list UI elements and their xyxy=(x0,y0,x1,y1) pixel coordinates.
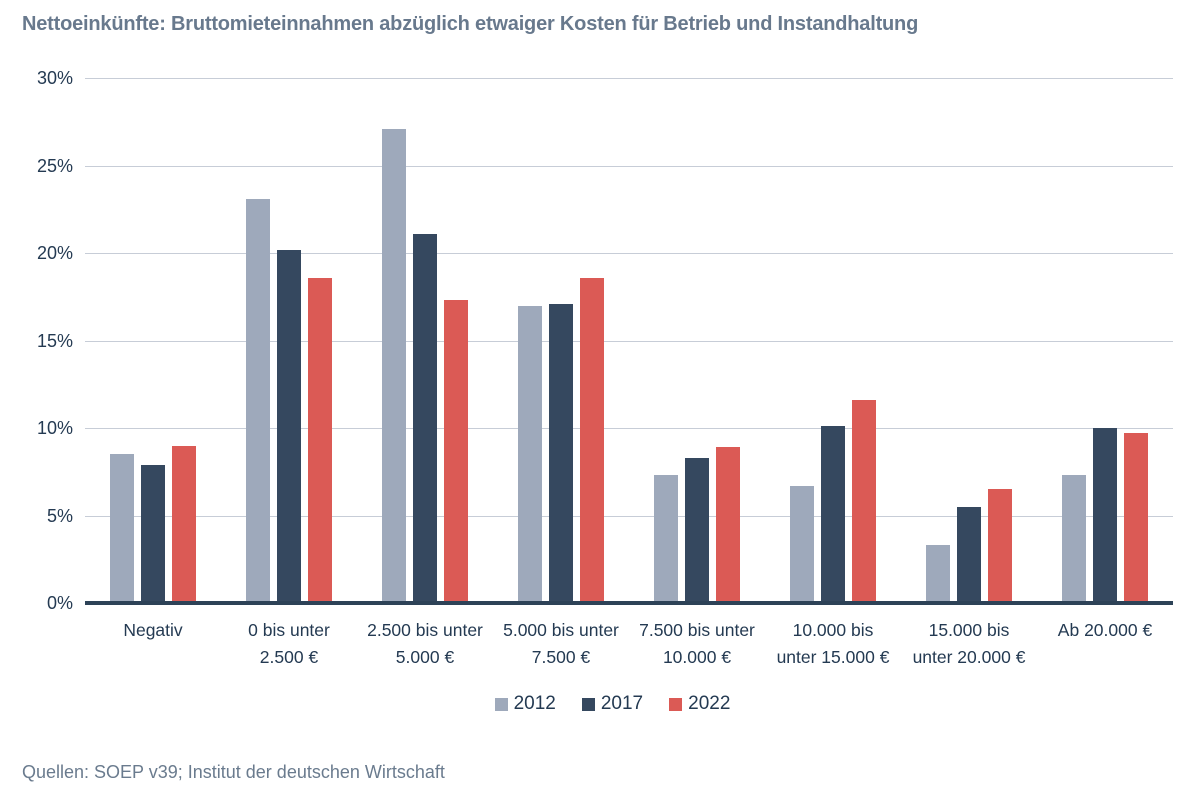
x-tick-label: 7.500 bis unter 10.000 € xyxy=(639,620,755,667)
bar-group xyxy=(901,78,1037,603)
y-tick-label: 25% xyxy=(36,155,73,176)
legend-item-2017: 2017 xyxy=(581,693,644,715)
x-tick-label: 2.500 bis unter 5.000 € xyxy=(367,620,483,667)
x-tick-label: 10.000 bis unter 15.000 € xyxy=(776,620,890,667)
bar-2017 xyxy=(549,303,573,603)
bar-group xyxy=(1037,78,1173,603)
bar-group xyxy=(765,78,901,603)
bar-2022 xyxy=(580,277,604,603)
x-axis-labels: Negativ 0 bis unter 2.500 € 2.500 bis unte… xyxy=(85,617,1173,671)
x-tick-label: 15.000 bis unter 20.000 € xyxy=(912,620,1026,667)
x-tick: 0 bis unter 2.500 € xyxy=(221,617,357,671)
bar-2012 xyxy=(654,475,678,603)
legend: 2012 2017 2022 xyxy=(85,693,1140,715)
bar-2017 xyxy=(685,457,709,603)
legend-label: 2012 xyxy=(513,693,556,714)
x-tick: Ab 20.000 € xyxy=(1037,617,1173,671)
gridline-25 xyxy=(85,165,1173,167)
bar-group xyxy=(221,78,357,603)
bar-2022 xyxy=(988,489,1012,603)
bar-2017 xyxy=(277,249,301,603)
bar-2012 xyxy=(790,485,814,603)
gridline-15 xyxy=(85,340,1173,342)
bar-2022 xyxy=(308,277,332,603)
y-tick-label: 5% xyxy=(46,505,73,526)
y-tick-label: 30% xyxy=(36,68,73,88)
x-tick: 15.000 bis unter 20.000 € xyxy=(901,617,1037,671)
legend-label: 2022 xyxy=(688,693,731,714)
legend-swatch-icon xyxy=(669,697,683,711)
source-note: Quellen: SOEP v39; Institut der deutsche… xyxy=(22,762,445,782)
x-tick-label: Ab 20.000 € xyxy=(1057,620,1153,640)
bar-2022 xyxy=(444,300,468,603)
legend-swatch-icon xyxy=(494,697,508,711)
x-tick-label: 5.000 bis unter 7.500 € xyxy=(503,620,619,667)
gridline-5 xyxy=(85,515,1173,517)
bar-groups xyxy=(85,78,1173,603)
bar-2012 xyxy=(926,545,950,603)
bar-2022 xyxy=(852,400,876,603)
y-tick-label: 10% xyxy=(36,418,73,438)
bar-2022 xyxy=(172,445,196,603)
y-axis-labels: 30% 25% 20% 15% 10% 5% 0% xyxy=(0,0,73,798)
y-tick-label: 20% xyxy=(36,243,73,263)
legend-item-2012: 2012 xyxy=(494,693,556,715)
bar-2022 xyxy=(716,447,740,603)
x-tick: 7.500 bis unter 10.000 € xyxy=(629,617,765,671)
bar-2022 xyxy=(1124,433,1148,603)
legend-label: 2017 xyxy=(600,693,644,714)
gridline-10 xyxy=(85,428,1173,429)
bar-2012 xyxy=(246,198,270,603)
bar-group xyxy=(493,78,629,603)
x-tick: 5.000 bis unter 7.500 € xyxy=(493,617,629,671)
x-tick: Negativ xyxy=(85,617,221,671)
legend-item-2022: 2022 xyxy=(669,693,730,715)
x-tick: 10.000 bis unter 15.000 € xyxy=(765,617,901,671)
x-tick-label: Negativ xyxy=(123,620,183,640)
bar-2012 xyxy=(382,128,406,603)
x-tick-label: 0 bis unter 2.500 € xyxy=(248,620,330,667)
bar-group xyxy=(357,78,493,603)
plot-area xyxy=(85,78,1173,605)
x-tick: 2.500 bis unter 5.000 € xyxy=(357,617,493,671)
bar-2012 xyxy=(110,454,134,603)
legend-swatch-icon xyxy=(581,697,595,711)
x-axis-line xyxy=(85,601,1173,605)
bar-group xyxy=(629,78,765,603)
chart-title: Nettoeinkünfte: Bruttomieteinnahmen abzü… xyxy=(22,13,919,35)
gridline-30 xyxy=(85,78,1173,79)
bar-2017 xyxy=(821,426,845,603)
gridline-20 xyxy=(85,253,1173,254)
bar-2017 xyxy=(1093,428,1117,603)
bar-2017 xyxy=(413,233,437,603)
bar-2012 xyxy=(518,305,542,603)
y-tick-label: 15% xyxy=(36,330,73,351)
bar-2017 xyxy=(141,464,165,603)
bar-group xyxy=(85,78,221,603)
y-tick-label: 0% xyxy=(46,593,73,613)
bar-2012 xyxy=(1062,475,1086,603)
bar-2017 xyxy=(957,506,981,603)
